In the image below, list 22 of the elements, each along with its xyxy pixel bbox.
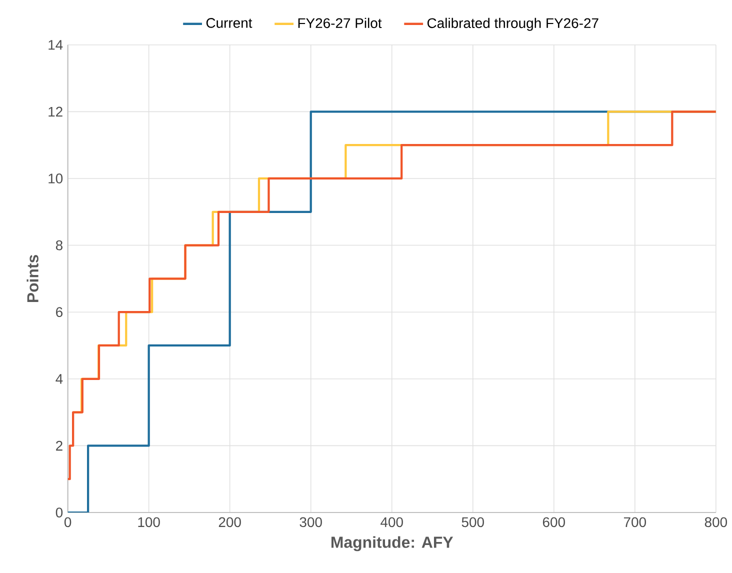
y-tick-label: 6 xyxy=(56,307,62,317)
y-tick-label: 10 xyxy=(48,173,63,184)
x-tick-label: 200 xyxy=(218,517,241,527)
legend-label: Current xyxy=(206,18,252,28)
x-tick-label: 300 xyxy=(300,517,322,527)
x-axis-title: Magnitude: AFY xyxy=(331,536,454,551)
y-tick-label: 4 xyxy=(56,374,63,384)
legend-label: FY26-27 Pilot xyxy=(298,18,382,28)
y-tick-label: 8 xyxy=(56,240,62,250)
x-tick-label: 500 xyxy=(462,517,484,527)
x-tick-label: 100 xyxy=(138,517,160,527)
x-tick-label: 0 xyxy=(64,517,72,527)
y-tick-label: 14 xyxy=(48,40,63,50)
y-axis-title: Points xyxy=(26,254,38,302)
y-tick-label: 2 xyxy=(56,440,62,450)
y-tick-label: 0 xyxy=(56,507,63,518)
x-tick-label: 700 xyxy=(624,517,646,527)
legend-label: Calibrated through FY26-27 xyxy=(427,18,598,31)
x-tick-label: 400 xyxy=(380,517,403,527)
x-tick-label: 600 xyxy=(542,517,565,527)
y-tick-label: 12 xyxy=(48,106,62,116)
x-tick-label: 800 xyxy=(704,517,728,527)
